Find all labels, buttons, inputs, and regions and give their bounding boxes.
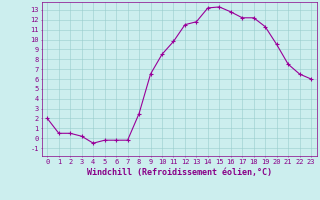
X-axis label: Windchill (Refroidissement éolien,°C): Windchill (Refroidissement éolien,°C) — [87, 168, 272, 177]
